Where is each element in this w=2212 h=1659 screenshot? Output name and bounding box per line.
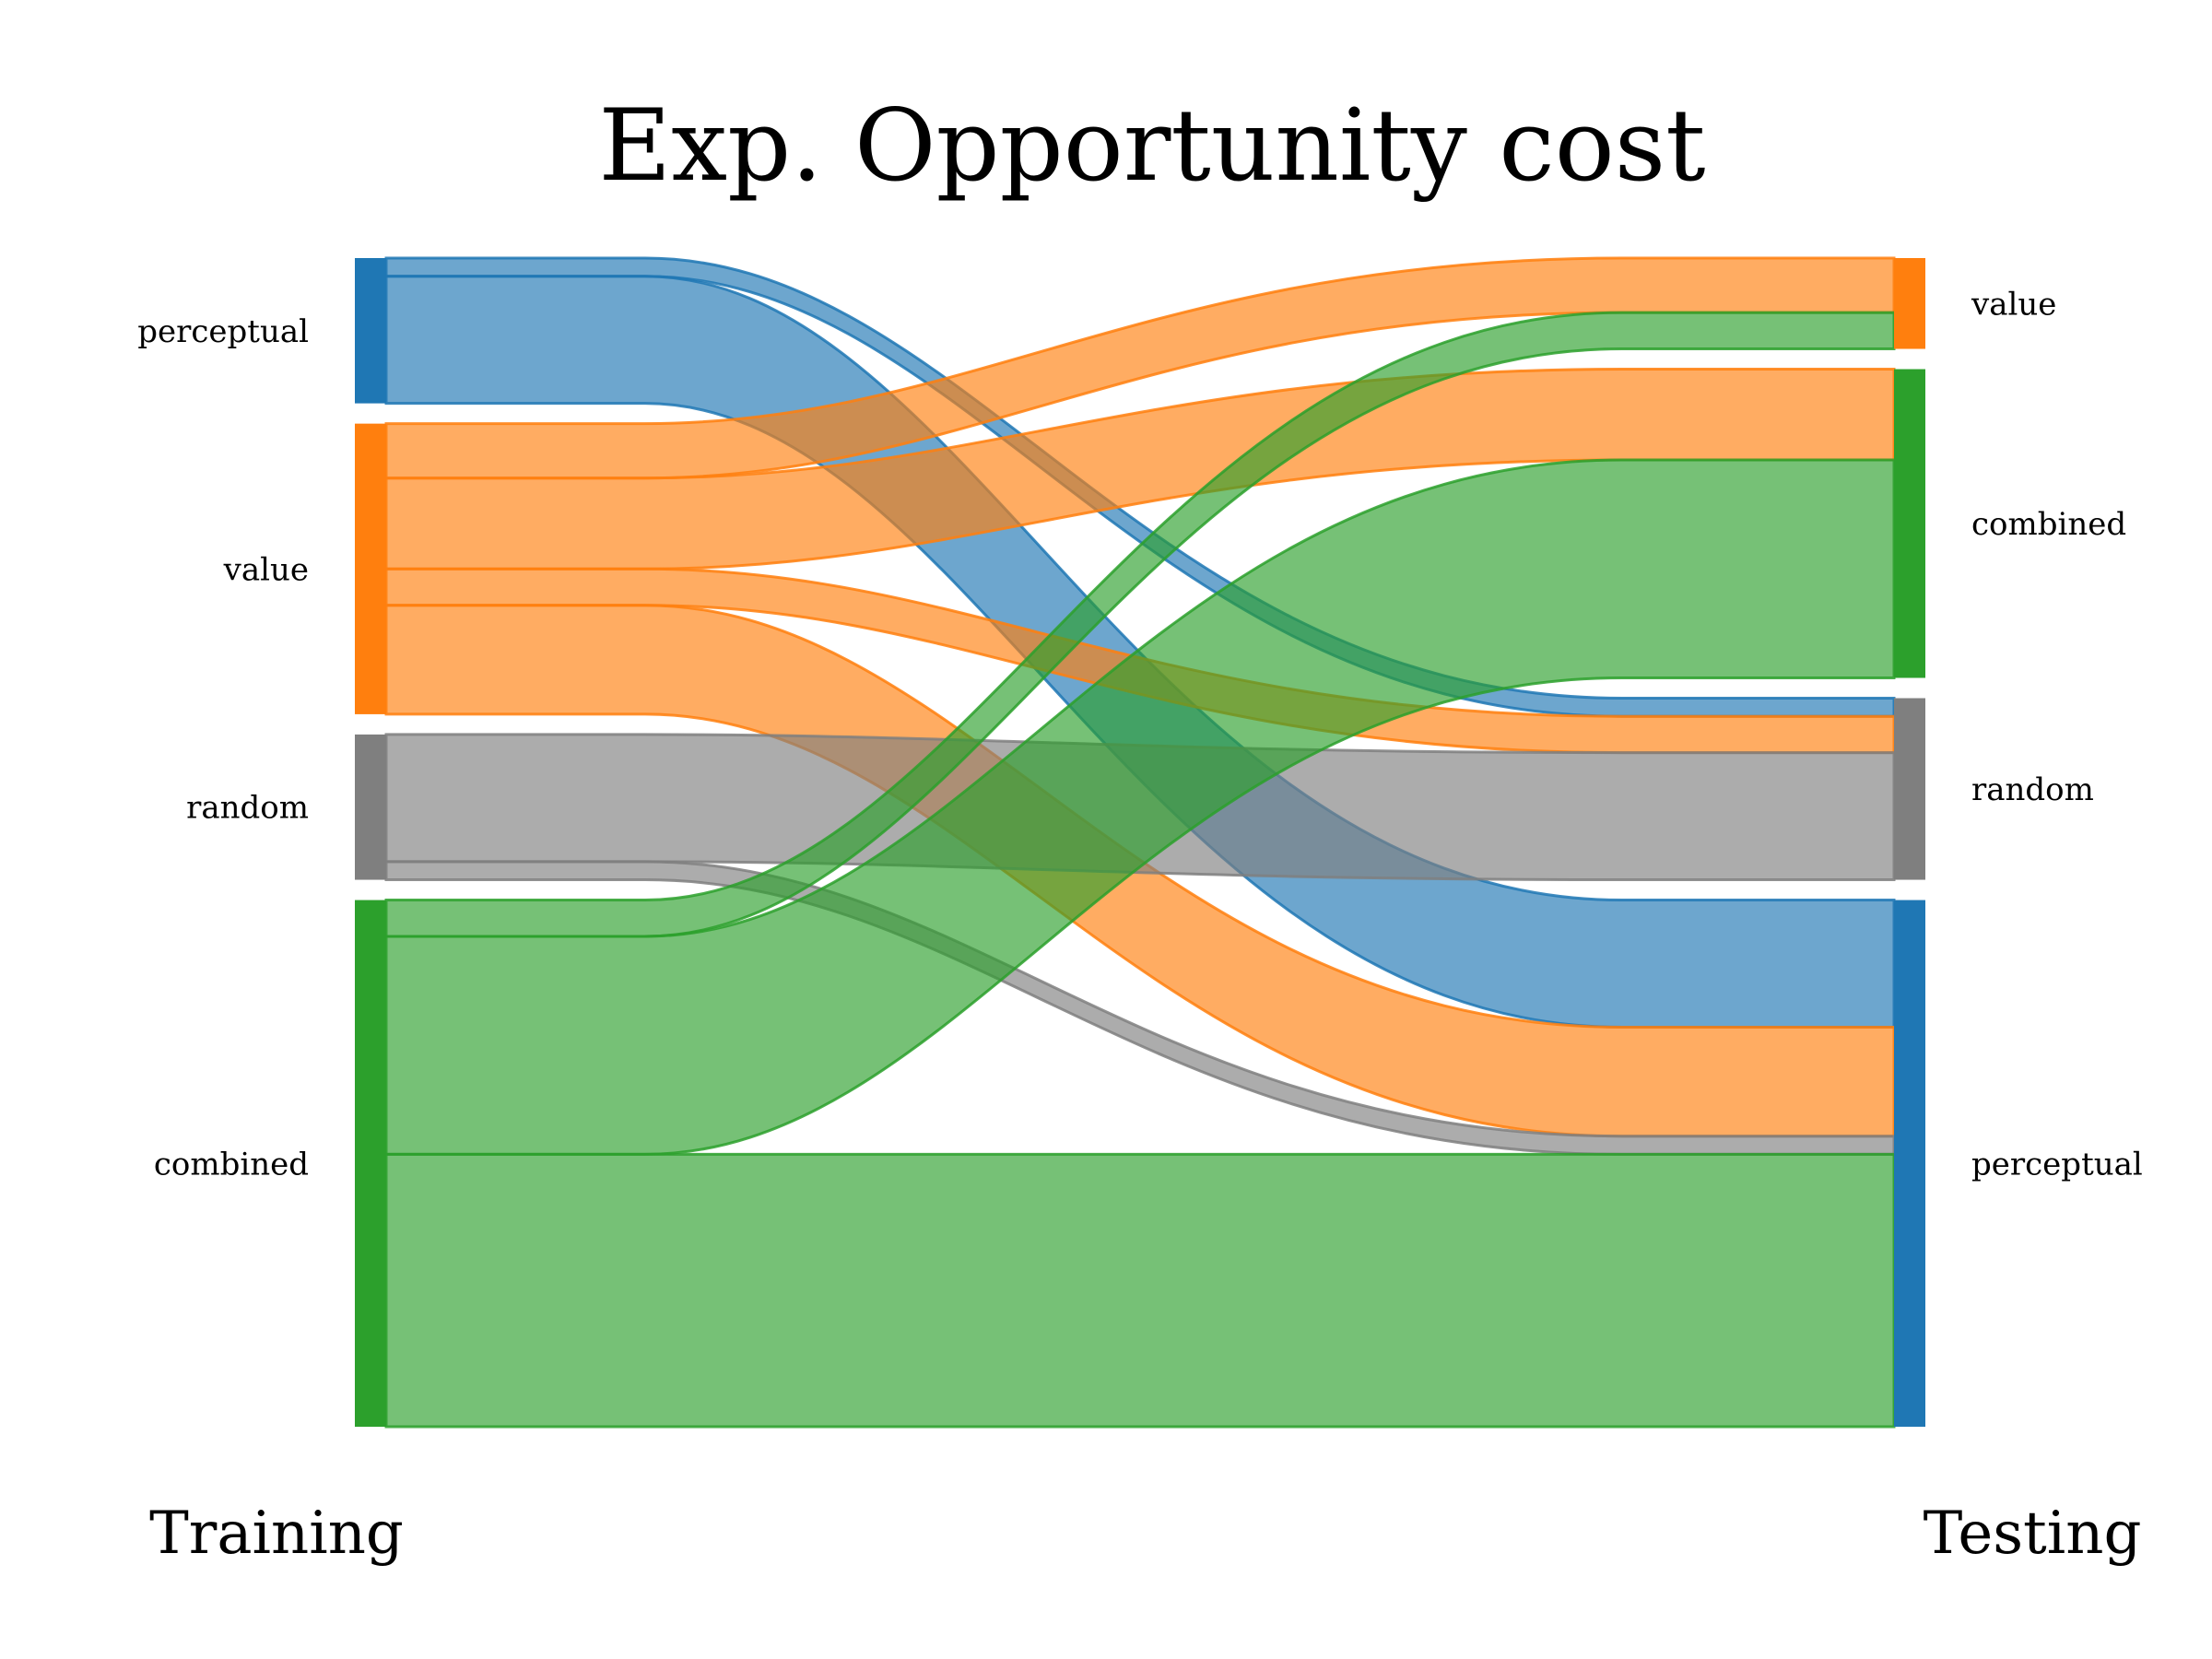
node-labels: perceptual value random combined value combin… [137, 286, 2143, 1182]
testing-axis-label: Testing [1924, 1500, 2142, 1568]
flow-links [384, 256, 1896, 1429]
left-node-value [355, 423, 386, 714]
flow-combined-to-value [384, 311, 1896, 938]
left-node-random [355, 734, 386, 880]
right-node-value [1894, 258, 1925, 349]
left-node-combined [355, 900, 386, 1427]
left-node-label-perceptual: perceptual [137, 313, 309, 350]
flow-combined-to-perceptual [384, 1152, 1896, 1429]
right-node-label-combined: combined [1971, 506, 2126, 543]
node-bars [355, 258, 1925, 1427]
left-node-label-value: value [223, 551, 309, 588]
left-node-label-combined: combined [154, 1146, 309, 1182]
left-node-perceptual [355, 258, 386, 404]
left-node-label-random: random [186, 790, 309, 827]
right-node-random [1894, 698, 1925, 880]
right-node-combined [1894, 369, 1925, 678]
right-node-label-perceptual: perceptual [1971, 1146, 2143, 1182]
chart-title: Exp. Opportunity cost [598, 88, 1705, 204]
right-node-label-value: value [1971, 286, 2056, 323]
training-axis-label: Training [149, 1500, 404, 1568]
right-node-label-random: random [1971, 771, 2094, 808]
right-node-perceptual [1894, 900, 1925, 1427]
